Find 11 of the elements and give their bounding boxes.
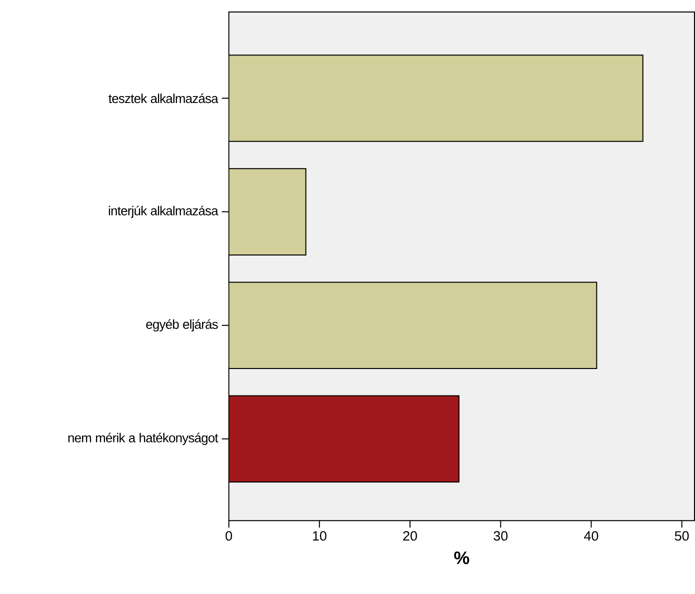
x-tick-label: 20 — [403, 531, 417, 541]
y-tick-label: tesztek alkalmazása — [108, 94, 218, 104]
y-tick-label: egyéb eljárás — [146, 319, 218, 332]
y-tick-label: interjúk alkalmazása — [108, 206, 218, 218]
x-tick-label: 0 — [226, 531, 232, 541]
x-tick-label: 30 — [494, 531, 508, 541]
x-tick-label: 10 — [312, 531, 326, 541]
x-tick-label: 50 — [674, 531, 689, 541]
x-tick-label: 40 — [584, 531, 598, 541]
x-axis-title: % — [454, 552, 470, 564]
y-tick-label: nem mérik a hatékonyságot — [68, 432, 218, 446]
